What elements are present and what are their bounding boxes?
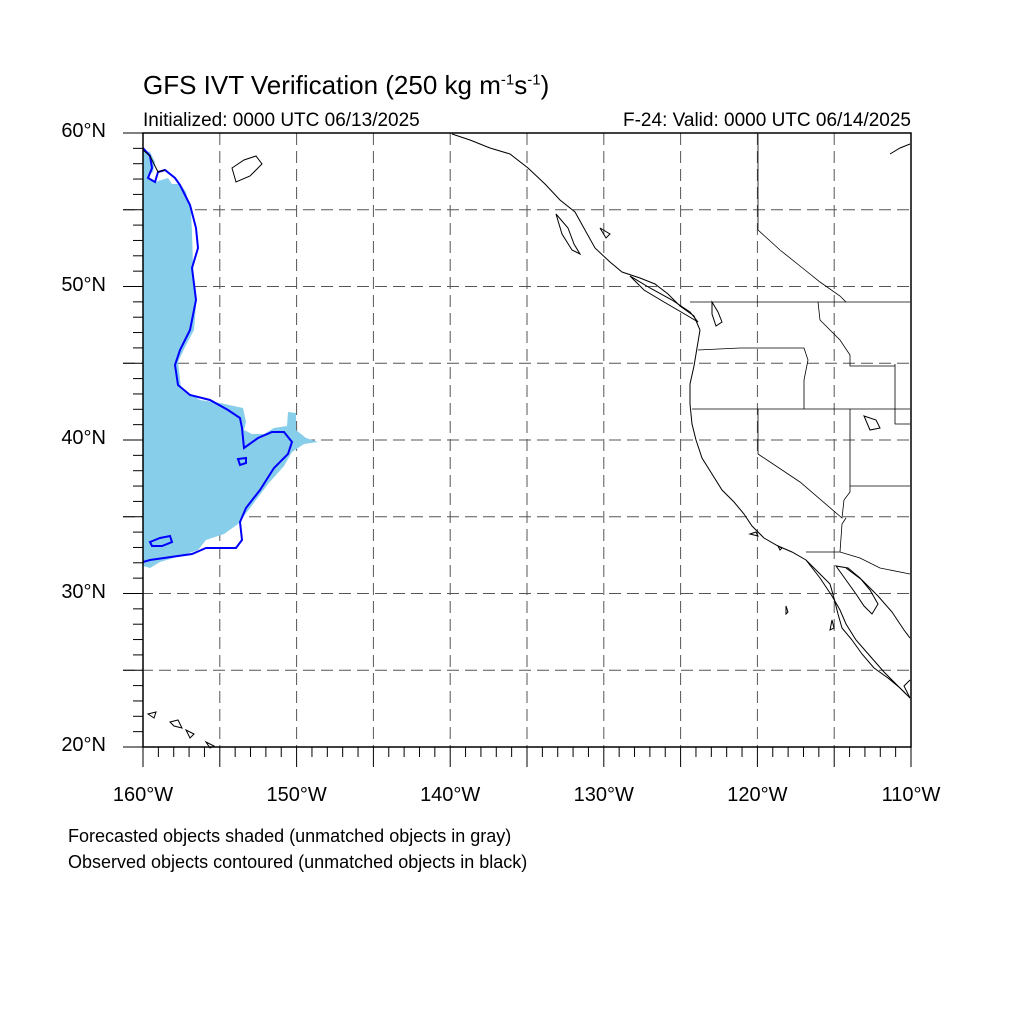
forecast-ivt-object (143, 150, 318, 568)
observed-ivt-contour (142, 147, 294, 563)
chart-title: GFS IVT Verification (250 kg m-1s-1) (143, 70, 550, 100)
lon-tick-label: 130°W (573, 784, 634, 806)
initialized-time: Initialized: 0000 UTC 06/13/2025 (143, 110, 420, 131)
lat-tick-label: 50°N (61, 273, 106, 296)
political-boundaries (690, 134, 911, 575)
lon-tick-label: 150°W (266, 784, 327, 806)
grid-lines (123, 133, 911, 747)
lat-tick-label: 40°N (61, 427, 106, 449)
axis-ticks (123, 132, 912, 767)
coastlines (142, 133, 911, 749)
lat-tick-label: 60°N (61, 120, 106, 142)
legend-forecast-text: Forecasted objects shaded (unmatched obj… (68, 826, 512, 846)
lon-tick-label: 160°W (112, 784, 174, 806)
valid-time: F-24: Valid: 0000 UTC 06/14/2025 (623, 110, 911, 131)
legend-observed-text: Observed objects contoured (unmatched ob… (68, 852, 528, 872)
lon-tick-label: 110°W (881, 784, 941, 806)
lon-tick-label: 140°W (420, 784, 481, 806)
map-border (142, 132, 912, 748)
observed-ivt-contour-small-2 (148, 534, 174, 547)
lat-tick-label: 30°N (61, 580, 106, 603)
lat-tick-label: 20°N (61, 734, 106, 756)
observed-ivt-contour-small (236, 456, 247, 467)
lon-tick-label: 120°W (727, 784, 788, 806)
